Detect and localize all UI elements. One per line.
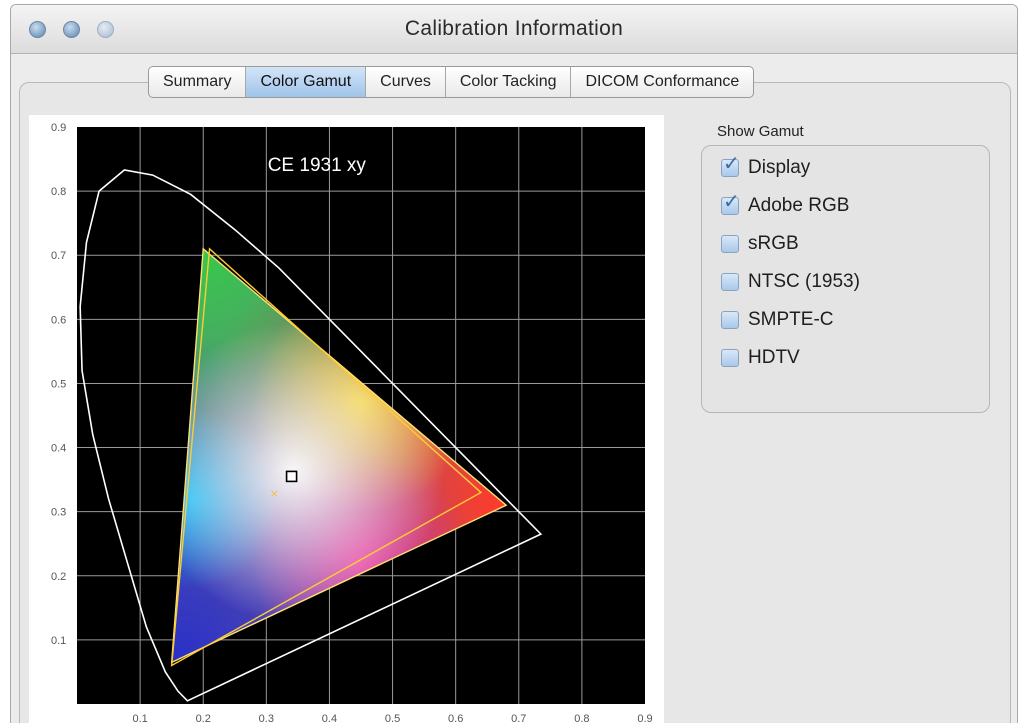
title-bar: Calibration Information xyxy=(11,5,1017,54)
checkbox-box[interactable] xyxy=(721,349,739,367)
window-title: Calibration Information xyxy=(11,17,1017,41)
y-tick-label: 0.4 xyxy=(51,443,66,455)
y-tick-label: 0.7 xyxy=(51,250,66,262)
checkbox-hdtv[interactable]: HDTV xyxy=(721,345,800,371)
checkbox-label: Display xyxy=(748,157,810,179)
y-tick-label: 0.8 xyxy=(51,186,66,198)
checkmark-icon: ✓ xyxy=(723,190,740,214)
checkbox-box[interactable] xyxy=(721,235,739,253)
target-white-point-marker: × xyxy=(270,487,279,500)
y-tick-label: 0.1 xyxy=(51,635,66,647)
checkbox-smpte-c[interactable]: SMPTE-C xyxy=(721,307,834,333)
white-point-marker xyxy=(287,471,297,481)
checkbox-label: HDTV xyxy=(748,347,800,369)
chart-area: × CE 1931 xy 0.1 0.2 0.3 0.4 0.5 0.6 0.7 0.8 0.9 0.… xyxy=(29,115,664,723)
checkbox-label: Adobe RGB xyxy=(748,195,849,217)
checkbox-box[interactable] xyxy=(721,311,739,329)
y-tick-label: 0.6 xyxy=(51,314,66,326)
tab-color-tacking[interactable]: Color Tacking xyxy=(446,67,572,97)
checkbox-adobe-rgb[interactable]: ✓ Adobe RGB xyxy=(721,193,849,219)
checkbox-label: SMPTE-C xyxy=(748,309,834,331)
checkbox-display[interactable]: ✓ Display xyxy=(721,155,810,181)
checkbox-srgb[interactable]: sRGB xyxy=(721,231,799,257)
cie-chart: ×CE 1931 xy0.1 0.2 0.3 0.4 0.5 0.6 0.7 0.8 0.90.… xyxy=(29,115,664,723)
tab-dicom-conformance[interactable]: DICOM Conformance xyxy=(571,67,753,97)
checkbox-label: NTSC (1953) xyxy=(748,271,860,293)
checkbox-box[interactable]: ✓ xyxy=(721,197,739,215)
checkmark-icon: ✓ xyxy=(723,152,740,176)
tab-bar: Summary Color Gamut Curves Color Tacking… xyxy=(148,66,754,98)
checkbox-label: sRGB xyxy=(748,233,799,255)
y-tick-label: 0.2 xyxy=(51,571,66,583)
y-tick-label: 0.9 xyxy=(51,122,66,134)
checkbox-ntsc-1953[interactable]: NTSC (1953) xyxy=(721,269,860,295)
y-tick-label: 0.3 xyxy=(51,507,66,519)
tab-summary[interactable]: Summary xyxy=(149,67,246,97)
calibration-window: Calibration Information Summary Color Ga… xyxy=(10,4,1018,723)
chart-title: CE 1931 xy xyxy=(268,155,367,176)
checkbox-box[interactable]: ✓ xyxy=(721,159,739,177)
show-gamut-label: Show Gamut xyxy=(717,123,804,140)
checkbox-box[interactable] xyxy=(721,273,739,291)
y-tick-label: 0.5 xyxy=(51,378,66,390)
tab-curves[interactable]: Curves xyxy=(366,67,446,97)
tab-color-gamut[interactable]: Color Gamut xyxy=(246,67,366,97)
